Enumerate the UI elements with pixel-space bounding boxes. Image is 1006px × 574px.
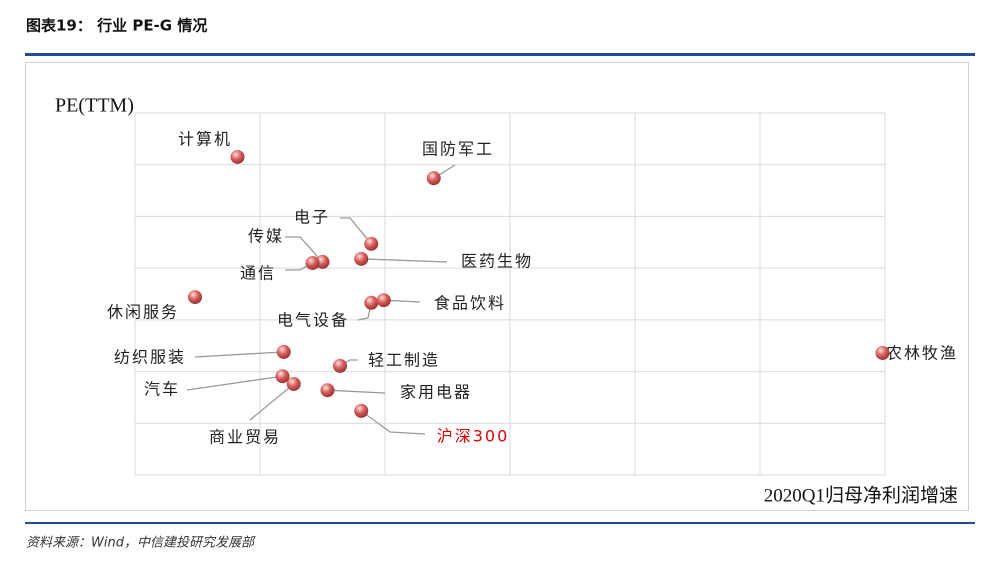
point-label: 电子 [294, 208, 330, 227]
footer-rule [25, 522, 975, 524]
source: 资料来源：Wind，中信建投研究发展部 [26, 535, 256, 551]
scatter-point [376, 293, 391, 308]
leader-line [340, 217, 372, 245]
leader-line [186, 375, 283, 391]
leader-line [194, 351, 284, 358]
scatter-point [333, 358, 347, 373]
scatter-point [286, 376, 301, 391]
scatter-point [354, 251, 369, 266]
point-label: 食品饮料 [434, 294, 506, 313]
leader-line [327, 389, 386, 394]
chart-frame [25, 62, 969, 511]
scatter-point [354, 403, 369, 418]
leader-line [360, 410, 426, 435]
scatter-point [276, 344, 291, 359]
point-label: 轻工制造 [368, 351, 440, 370]
leader-line [285, 236, 323, 263]
point-label: 家用电器 [400, 383, 472, 402]
scatter-point [426, 171, 441, 186]
y-axis-label: PE(TTM) [55, 95, 134, 117]
point-label: 通信 [240, 264, 276, 283]
scatter-point [364, 295, 379, 310]
point-label: 休闲服务 [107, 303, 179, 322]
scatter-point [275, 369, 290, 384]
scatter-point [188, 290, 202, 305]
point-label: 纺织服装 [114, 348, 186, 367]
scatter-point [875, 345, 890, 360]
scatter-point [305, 255, 320, 270]
leader-line [361, 258, 448, 263]
point-label: 传媒 [248, 227, 284, 246]
scatter-point [320, 383, 335, 398]
point-label: 商业贸易 [209, 428, 281, 447]
x-axis-label: 2020Q1归母净利润增速 [764, 484, 958, 506]
point-label: 沪深300 [437, 427, 510, 446]
leader-line [249, 383, 295, 421]
point-label: 国防军工 [422, 140, 494, 159]
scatter-point [230, 149, 245, 164]
point-label: 计算机 [178, 130, 232, 149]
point-label: 农林牧渔 [886, 344, 958, 363]
header-title: 图表19： 行业 PE-G 情况 [26, 17, 207, 35]
point-label: 电气设备 [277, 311, 349, 330]
scatter-point [364, 236, 379, 251]
header-rule [25, 53, 975, 56]
point-label: 汽车 [144, 380, 180, 399]
point-label: 医药生物 [461, 252, 533, 271]
